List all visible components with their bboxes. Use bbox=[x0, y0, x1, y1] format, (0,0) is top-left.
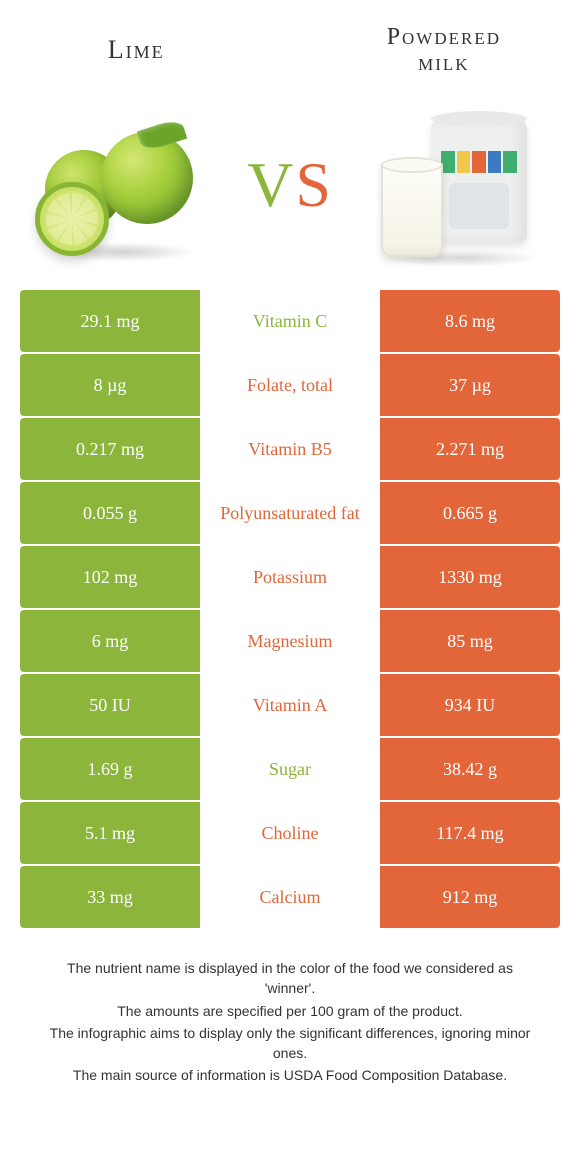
footer-line-1: The nutrient name is displayed in the co… bbox=[40, 958, 540, 999]
table-row: 6 mg Magnesium 85 mg bbox=[20, 610, 560, 672]
table-row: 102 mg Potassium 1330 mg bbox=[20, 546, 560, 608]
left-value-cell: 6 mg bbox=[20, 610, 200, 672]
nutrient-name: Sugar bbox=[269, 759, 311, 780]
right-food-title: Powdered milk bbox=[348, 24, 540, 77]
nutrient-name-cell: Polyunsaturated fat bbox=[200, 482, 380, 544]
right-value-cell: 2.271 mg bbox=[380, 418, 560, 480]
left-food-title: Lime bbox=[40, 36, 232, 65]
can-label-stripes bbox=[441, 151, 517, 173]
nutrient-name-cell: Sugar bbox=[200, 738, 380, 800]
table-row: 33 mg Calcium 912 mg bbox=[20, 866, 560, 928]
left-value-cell: 50 IU bbox=[20, 674, 200, 736]
right-title-line2: milk bbox=[418, 50, 469, 76]
nutrient-name-cell: Vitamin C bbox=[200, 290, 380, 352]
nutrient-name-cell: Vitamin B5 bbox=[200, 418, 380, 480]
vs-v: V bbox=[247, 149, 295, 220]
nutrient-table: 29.1 mg Vitamin C 8.6 mg 8 µg Folate, total 3… bbox=[20, 290, 560, 928]
header-row: Lime Powdered milk bbox=[0, 0, 580, 90]
table-row: 1.69 g Sugar 38.42 g bbox=[20, 738, 560, 800]
vs-label: VS bbox=[247, 148, 333, 222]
left-value-cell: 5.1 mg bbox=[20, 802, 200, 864]
nutrient-name: Polyunsaturated fat bbox=[220, 503, 359, 524]
right-value-cell: 0.665 g bbox=[380, 482, 560, 544]
left-value-cell: 33 mg bbox=[20, 866, 200, 928]
right-title-line1: Powdered bbox=[387, 24, 501, 50]
nutrient-name-cell: Folate, total bbox=[200, 354, 380, 416]
nutrient-name: Folate, total bbox=[247, 375, 333, 396]
left-value-cell: 8 µg bbox=[20, 354, 200, 416]
image-row: VS bbox=[0, 90, 580, 290]
right-value-cell: 85 mg bbox=[380, 610, 560, 672]
vs-s: S bbox=[295, 149, 333, 220]
nutrient-name-cell: Vitamin A bbox=[200, 674, 380, 736]
footer-line-3: The infographic aims to display only the… bbox=[40, 1023, 540, 1064]
table-row: 29.1 mg Vitamin C 8.6 mg bbox=[20, 290, 560, 352]
nutrient-name-cell: Potassium bbox=[200, 546, 380, 608]
table-row: 0.217 mg Vitamin B5 2.271 mg bbox=[20, 418, 560, 480]
right-value-cell: 38.42 g bbox=[380, 738, 560, 800]
right-value-cell: 37 µg bbox=[380, 354, 560, 416]
left-value-cell: 29.1 mg bbox=[20, 290, 200, 352]
table-row: 5.1 mg Choline 117.4 mg bbox=[20, 802, 560, 864]
nutrient-name: Vitamin C bbox=[253, 311, 327, 332]
table-row: 0.055 g Polyunsaturated fat 0.665 g bbox=[20, 482, 560, 544]
nutrient-name-cell: Choline bbox=[200, 802, 380, 864]
nutrient-name: Magnesium bbox=[248, 631, 333, 652]
nutrient-name: Choline bbox=[262, 823, 319, 844]
table-row: 8 µg Folate, total 37 µg bbox=[20, 354, 560, 416]
left-value-cell: 0.055 g bbox=[20, 482, 200, 544]
left-value-cell: 0.217 mg bbox=[20, 418, 200, 480]
left-value-cell: 1.69 g bbox=[20, 738, 200, 800]
nutrient-name-cell: Magnesium bbox=[200, 610, 380, 672]
nutrient-name: Vitamin A bbox=[253, 695, 327, 716]
left-value-cell: 102 mg bbox=[20, 546, 200, 608]
footer-line-4: The main source of information is USDA F… bbox=[40, 1065, 540, 1085]
right-value-cell: 1330 mg bbox=[380, 546, 560, 608]
nutrient-name: Potassium bbox=[253, 567, 327, 588]
right-value-cell: 934 IU bbox=[380, 674, 560, 736]
left-food-image bbox=[30, 100, 210, 270]
nutrient-name-cell: Calcium bbox=[200, 866, 380, 928]
right-food-image bbox=[370, 100, 550, 270]
right-value-cell: 8.6 mg bbox=[380, 290, 560, 352]
nutrient-name: Calcium bbox=[260, 887, 321, 908]
nutrient-name: Vitamin B5 bbox=[248, 439, 331, 460]
infographic-root: Lime Powdered milk VS bbox=[0, 0, 580, 1086]
footer-line-2: The amounts are specified per 100 gram o… bbox=[40, 1001, 540, 1021]
right-value-cell: 117.4 mg bbox=[380, 802, 560, 864]
footer-notes: The nutrient name is displayed in the co… bbox=[40, 958, 540, 1086]
table-row: 50 IU Vitamin A 934 IU bbox=[20, 674, 560, 736]
right-value-cell: 912 mg bbox=[380, 866, 560, 928]
